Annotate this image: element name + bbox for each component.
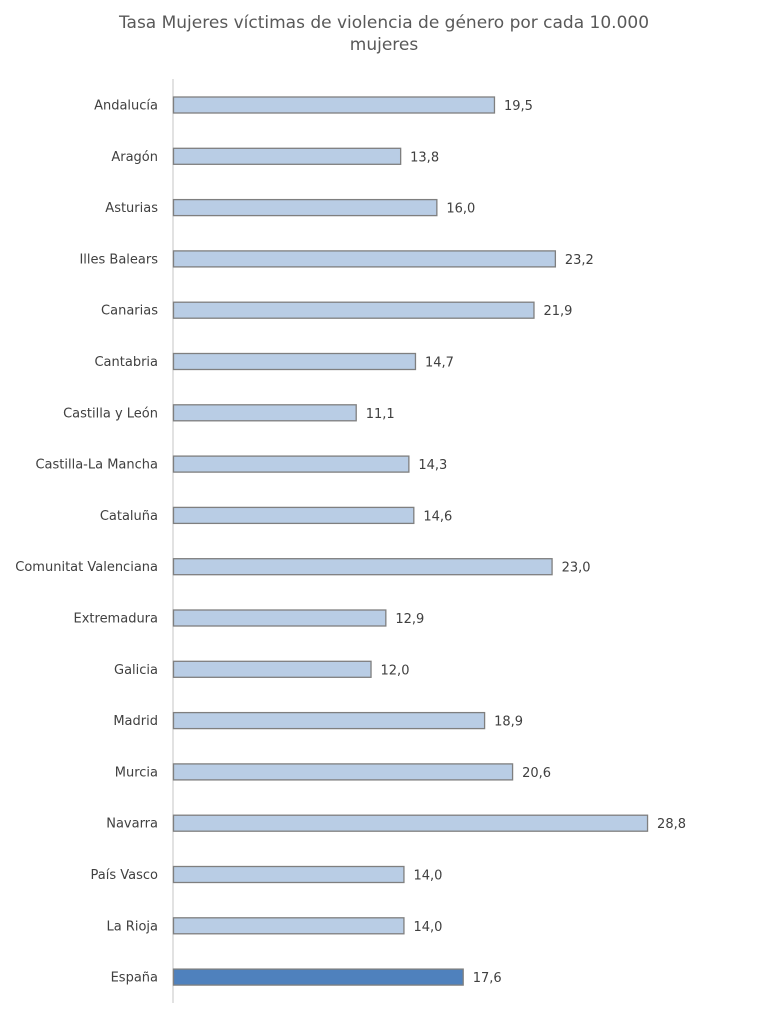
data-label-0: 19,5 [504, 99, 533, 114]
category-label-9: Comunitat Valenciana [15, 560, 158, 575]
bar-3 [172, 250, 557, 268]
bar-16 [172, 917, 405, 935]
bar-6 [172, 404, 357, 422]
bar-2 [172, 198, 438, 217]
data-label-12: 18,9 [494, 715, 523, 730]
category-label-4: Canarias [101, 304, 158, 319]
bar-1 [172, 147, 402, 165]
category-label-14: Navarra [106, 817, 158, 832]
category-label-10: Extremadura [74, 612, 159, 627]
data-label-5: 14,7 [425, 356, 454, 371]
data-label-3: 23,2 [565, 253, 594, 268]
data-label-2: 16,0 [446, 202, 475, 217]
category-label-5: Cantabria [94, 355, 158, 370]
chart-title: Tasa Mujeres víctimas de violencia de gé… [0, 12, 768, 56]
data-label-16: 14,0 [413, 920, 442, 935]
bar-17 [172, 968, 464, 986]
bar-15 [172, 865, 405, 884]
data-label-7: 14,3 [418, 458, 447, 473]
category-label-11: Galicia [114, 663, 158, 678]
category-label-2: Asturias [105, 201, 158, 216]
data-label-14: 28,8 [657, 817, 686, 832]
bar-14 [172, 814, 649, 832]
bar-0 [172, 96, 496, 114]
category-label-8: Cataluña [100, 509, 158, 524]
data-label-6: 11,1 [366, 407, 395, 422]
category-label-6: Castilla y León [63, 406, 158, 421]
bar-4 [172, 301, 535, 319]
category-label-3: Illes Balears [79, 252, 158, 267]
data-label-11: 12,0 [381, 663, 410, 678]
bar-7 [172, 455, 410, 473]
category-label-13: Murcia [115, 765, 158, 780]
chart-title-line-1: Tasa Mujeres víctimas de violencia de gé… [118, 13, 650, 33]
category-label-1: Aragón [111, 150, 158, 165]
data-label-8: 14,6 [423, 509, 452, 524]
data-label-9: 23,0 [562, 561, 591, 576]
data-label-17: 17,6 [473, 971, 502, 986]
category-label-12: Madrid [113, 714, 158, 729]
bar-9 [172, 558, 553, 576]
category-label-7: Castilla-La Mancha [35, 458, 158, 473]
category-label-0: Andalucía [94, 99, 158, 114]
bar-5 [172, 352, 417, 371]
bar-11 [172, 660, 372, 678]
category-label-15: País Vasco [91, 868, 159, 883]
data-label-15: 14,0 [413, 869, 442, 884]
data-label-13: 20,6 [522, 766, 551, 781]
data-label-4: 21,9 [543, 304, 572, 319]
category-label-16: La Rioja [106, 919, 158, 934]
data-label-1: 13,8 [410, 150, 439, 165]
data-label-10: 12,9 [395, 612, 424, 627]
bar-8 [172, 506, 415, 525]
bar-13 [172, 763, 514, 781]
chart-title-line-2: mujeres [349, 35, 419, 55]
category-label-17: España [111, 971, 158, 986]
bar-10 [172, 609, 387, 627]
bar-12 [172, 711, 486, 730]
